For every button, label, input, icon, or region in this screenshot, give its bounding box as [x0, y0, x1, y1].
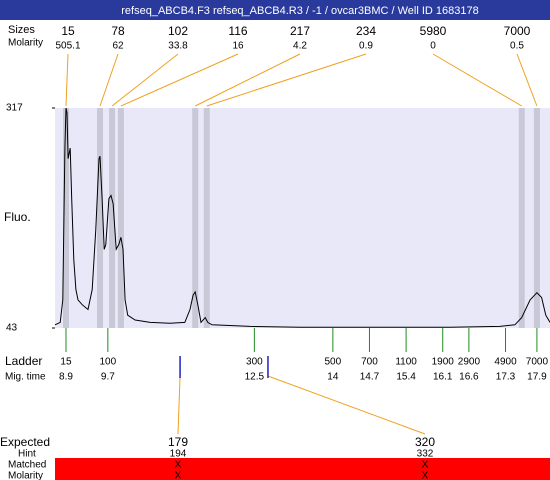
- ladder-time: 9.7: [101, 372, 115, 383]
- peak-size: 5980: [420, 24, 447, 38]
- ladder-time: 14.7: [360, 372, 380, 383]
- ladder-size: 500: [325, 357, 342, 368]
- peak-connector: [120, 53, 239, 107]
- peak-connector: [99, 53, 119, 107]
- ladder-size: 100: [100, 357, 117, 368]
- mig-time-label: Mig. time: [5, 372, 46, 383]
- ladder-size: 15: [60, 357, 72, 368]
- expected-label: Expected: [0, 435, 50, 449]
- ladder-size: 1100: [395, 357, 417, 368]
- peak-size: 15: [61, 24, 75, 38]
- ladder-time: 16.6: [459, 372, 479, 383]
- peak-band: [117, 108, 124, 328]
- ladder-time: 17.9: [527, 372, 547, 383]
- ladder-label: Ladder: [5, 354, 42, 368]
- ladder-size: 2900: [458, 357, 481, 368]
- peak-connector: [111, 53, 179, 107]
- peak-size: 116: [228, 24, 247, 38]
- peak-band: [192, 108, 199, 328]
- peak-molarity-label: Molarity: [8, 38, 43, 49]
- ladder-time: 15.4: [396, 372, 416, 383]
- expected-size: 320: [415, 435, 435, 449]
- title-bar: [0, 0, 550, 20]
- expected-molarity: X: [175, 471, 182, 480]
- expected-connector: [177, 375, 181, 435]
- peak-size: 78: [111, 24, 125, 38]
- peak-molarity: 0.9: [359, 41, 373, 52]
- peak-molarity: 4.2: [293, 41, 307, 52]
- peak-size: 102: [168, 24, 188, 38]
- peak-size-label: Sizes: [8, 24, 35, 36]
- peak-connector: [65, 53, 69, 107]
- y-axis-label: Fluo.: [4, 210, 31, 224]
- peak-band: [62, 108, 69, 328]
- expected-hint: 194: [170, 449, 187, 460]
- peak-size: 217: [290, 24, 310, 38]
- peak-size: 7000: [504, 24, 531, 38]
- peak-molarity: 62: [112, 41, 124, 52]
- expected-matched: X: [422, 460, 429, 471]
- expected-connector: [267, 375, 426, 435]
- trace: [54, 107, 550, 328]
- peak-connector: [432, 53, 522, 107]
- peak-molarity: 16: [232, 41, 244, 52]
- y-tick-label: 317: [6, 103, 23, 114]
- ladder-time: 17.3: [496, 372, 516, 383]
- expected-matched: X: [175, 460, 182, 471]
- peak-band: [97, 108, 103, 328]
- peak-band: [518, 108, 525, 328]
- peak-molarity: 0.5: [510, 41, 524, 52]
- plot-area: [55, 108, 550, 328]
- y-tick-label: 43: [6, 323, 18, 334]
- ladder-time: 8.9: [59, 372, 73, 383]
- peak-band: [203, 108, 210, 328]
- peak-molarity: 505.1: [55, 41, 80, 52]
- ladder-size: 1900: [432, 357, 455, 368]
- ladder-size: 7000: [526, 357, 549, 368]
- ladder-size: 4900: [494, 357, 517, 368]
- peak-connector: [195, 53, 301, 107]
- ladder-time: 16.1: [433, 372, 453, 383]
- peak-size: 234: [356, 24, 376, 38]
- peak-connector: [516, 53, 538, 107]
- peak-molarity: 0: [430, 41, 436, 52]
- peak-band: [109, 108, 116, 328]
- chart-title: refseq_ABCB4.F3 refseq_ABCB4.R3 / -1 / o…: [121, 5, 478, 17]
- ladder-time: 14: [327, 372, 339, 383]
- expected-hint: 332: [417, 449, 434, 460]
- hint-label: Hint: [18, 449, 36, 460]
- ladder-size: 700: [361, 357, 378, 368]
- peak-band: [533, 108, 540, 328]
- molarity-label: Molarity: [8, 471, 43, 480]
- expected-size: 179: [168, 435, 188, 449]
- expected-molarity: X: [422, 471, 429, 480]
- ladder-size: 300: [246, 357, 263, 368]
- matched-bar: [55, 458, 550, 480]
- ladder-time: 12.5: [245, 372, 265, 383]
- peak-connector: [206, 53, 367, 107]
- peak-molarity: 33.8: [168, 41, 188, 52]
- matched-label: Matched: [8, 460, 46, 471]
